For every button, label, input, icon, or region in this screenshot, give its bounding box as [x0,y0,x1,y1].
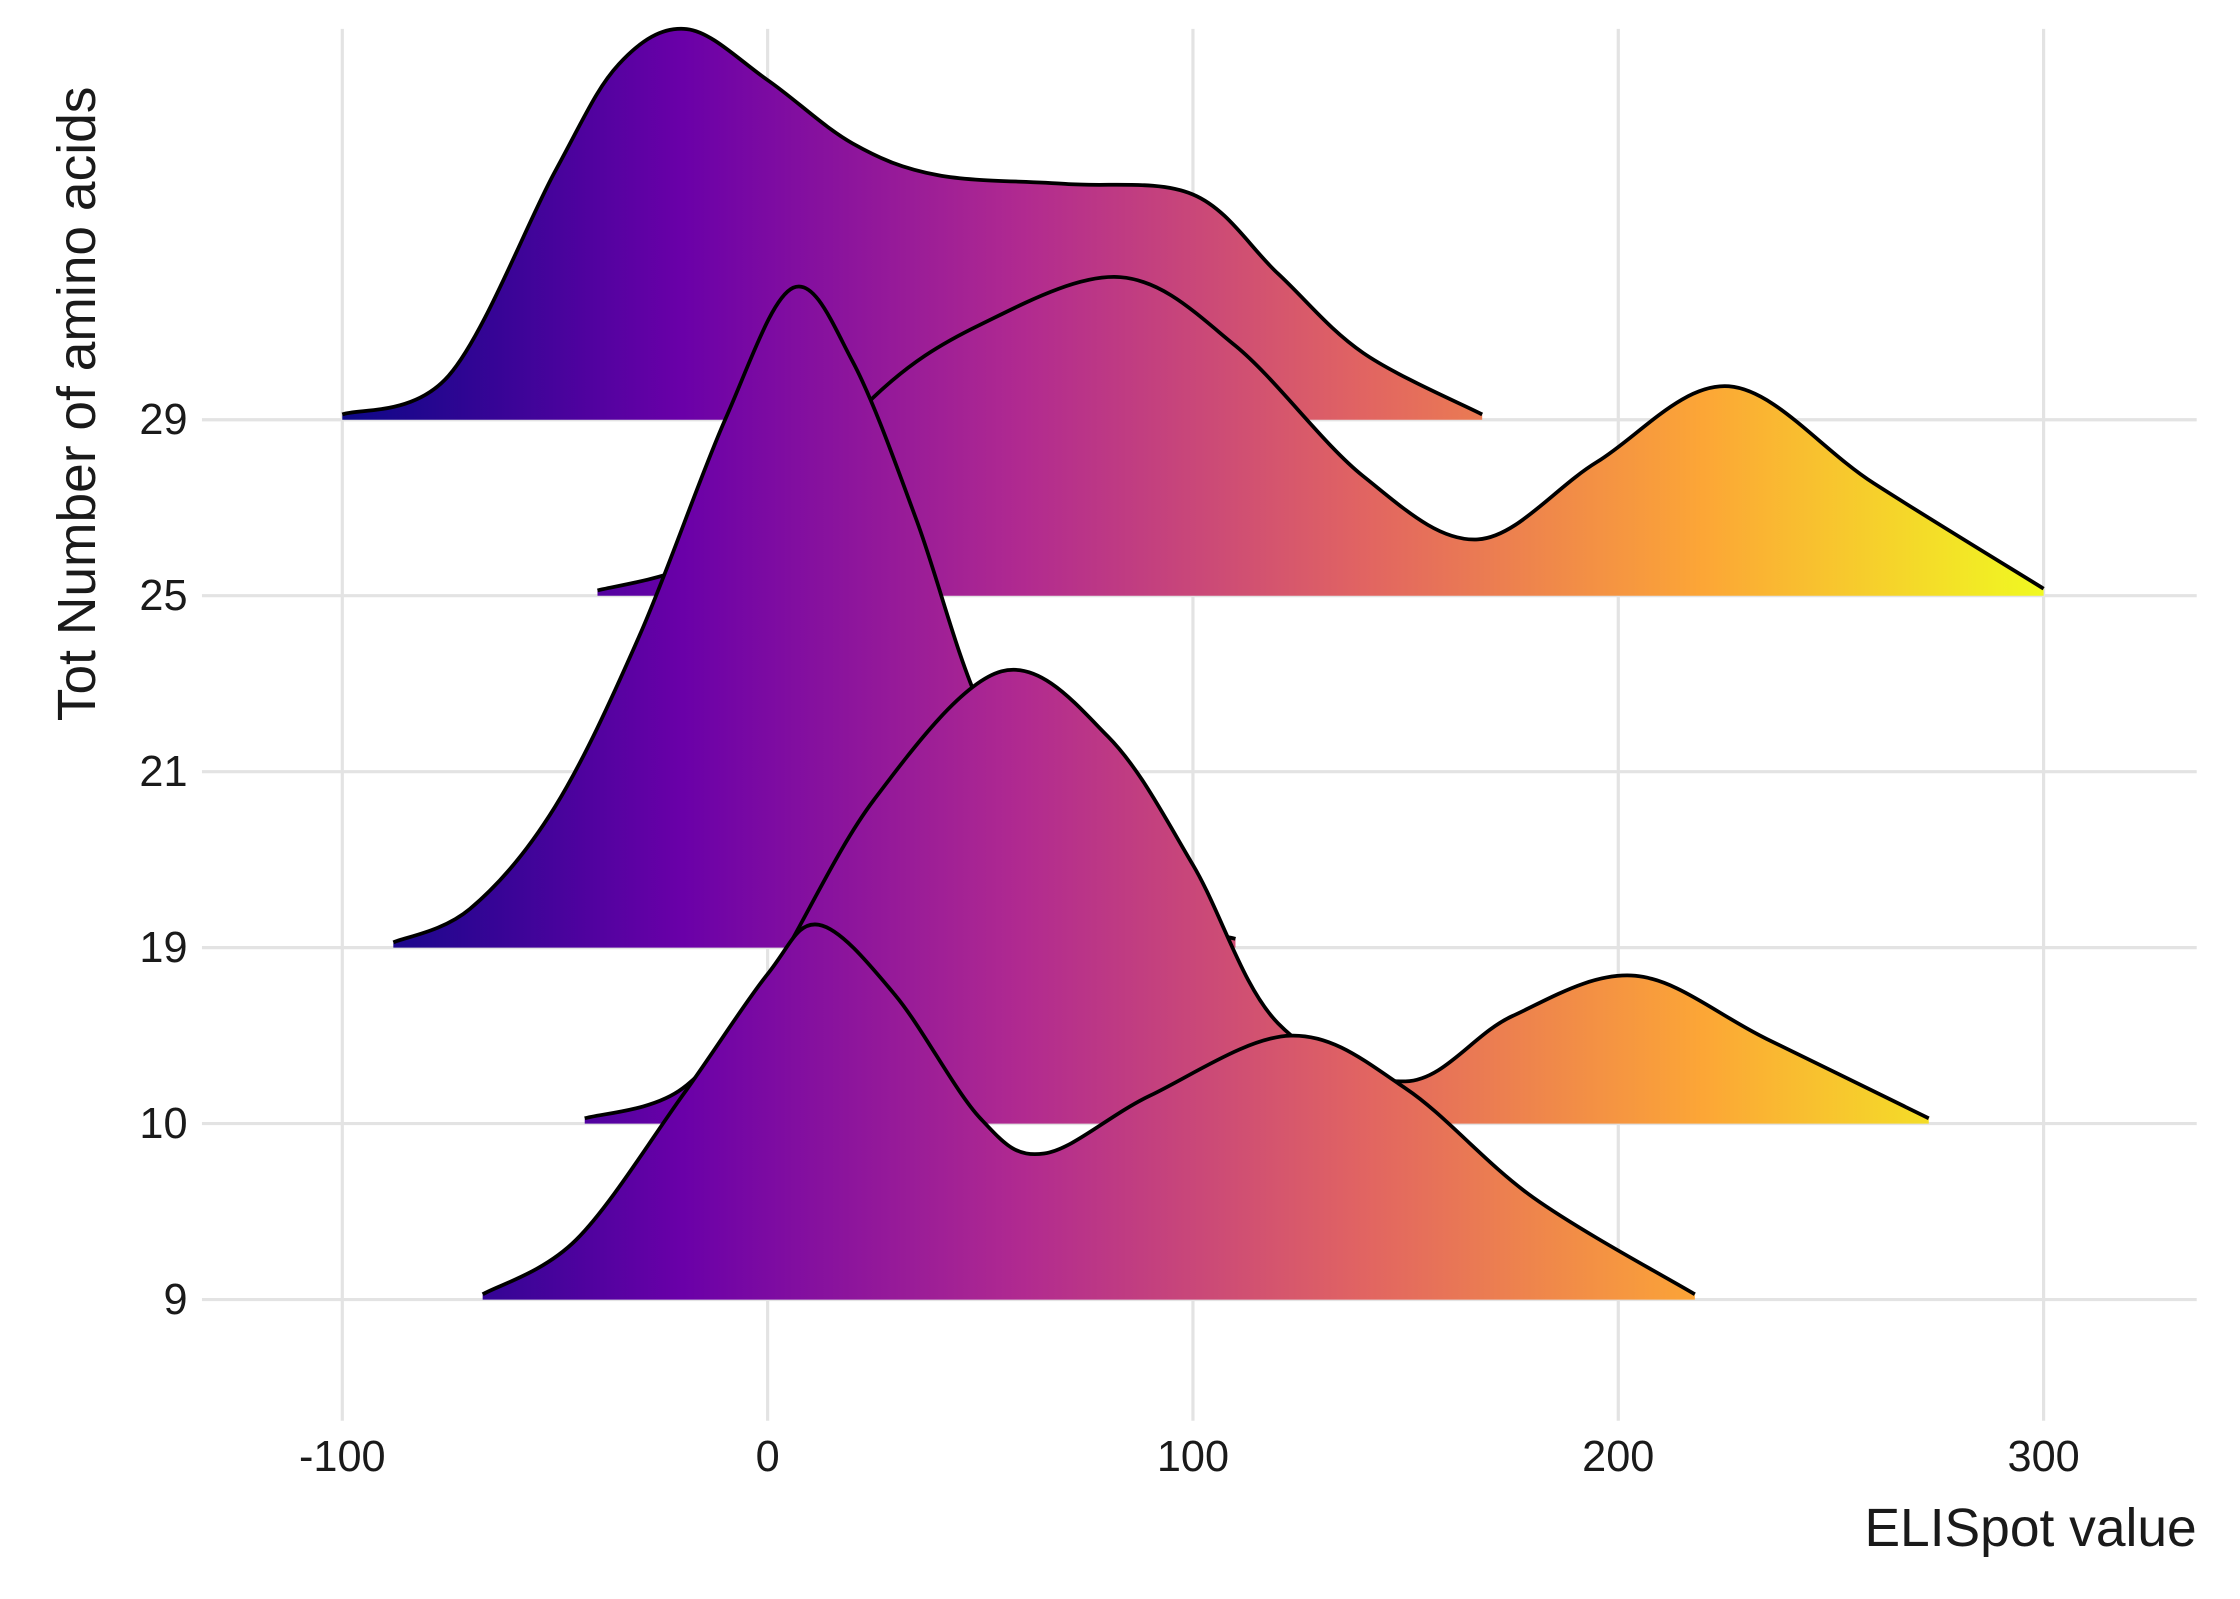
x-tick-label: 100 [1157,1433,1229,1481]
y-axis-title: Tot Number of amino acids [48,87,107,722]
x-axis-title: ELISpot value [1864,1499,2196,1558]
ridge-area [393,286,1236,948]
x-tick-label: 300 [2008,1433,2080,1481]
x-tick-label: 200 [1582,1433,1654,1481]
y-tick-label: 29 [139,396,187,444]
ridge-area [482,924,1695,1300]
ridge-area [342,28,1483,420]
labels: -100 0 100 200 300 9 10 19 21 25 29 [139,396,2079,1481]
y-tick-label: 25 [139,572,187,620]
ridge-line [341,26,1484,417]
x-tick-label: 0 [756,1433,780,1481]
ridge-line [481,922,1696,1296]
y-tick-label: 21 [139,748,187,796]
ridge-area [584,669,1929,1124]
y-tick-label: 10 [139,1100,187,1148]
y-tick-label: 9 [163,1276,187,1324]
y-tick-label: 19 [139,924,187,972]
ridges [341,26,2045,1300]
x-tick-label: -100 [299,1433,386,1481]
